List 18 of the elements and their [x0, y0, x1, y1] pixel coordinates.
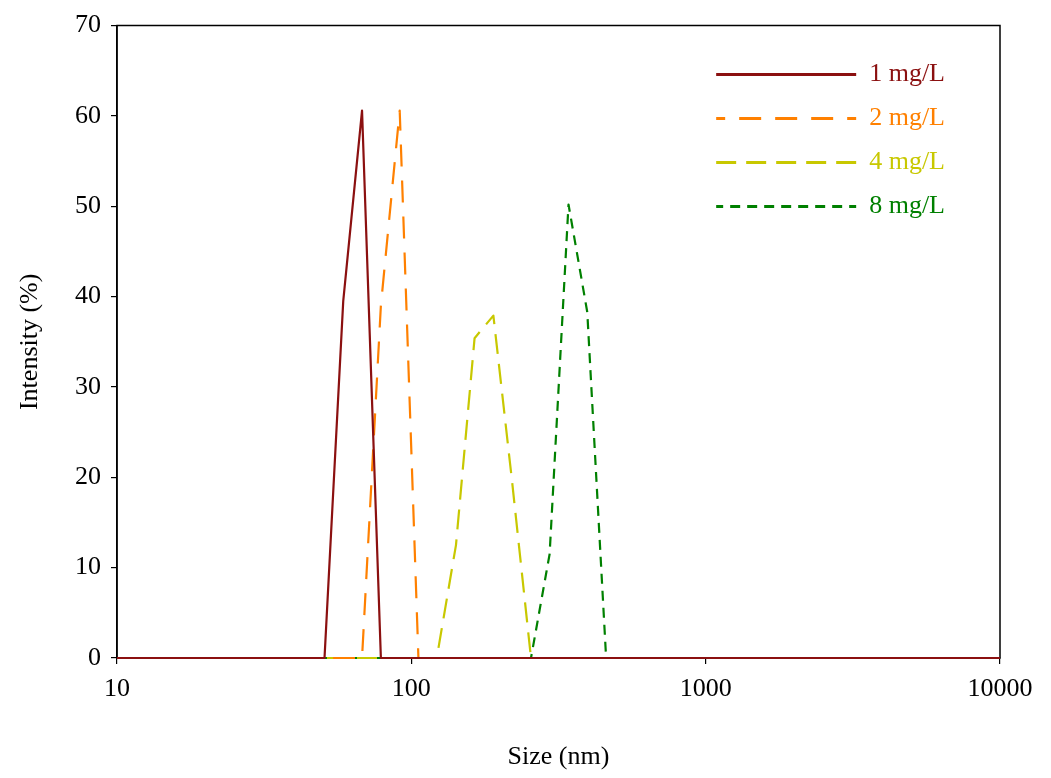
text: 1 mg/L [869, 58, 946, 88]
x-tick-label: 10 [104, 673, 130, 703]
text: 8 mg/L [869, 190, 946, 220]
x-tick-label: 10000 [967, 673, 1033, 703]
x-axis-title: Size (nm) [507, 740, 610, 770]
y-tick-label: 10 [75, 551, 101, 581]
x-tick-label: 1000 [679, 673, 732, 703]
text: 4 mg/L [869, 146, 946, 176]
y-tick-label: 0 [88, 641, 101, 671]
y-tick-label: 30 [75, 370, 101, 400]
y-tick-label: 20 [75, 461, 101, 491]
y-tick-label: 60 [75, 99, 101, 129]
y-axis-title: Intensity (%) [13, 273, 43, 411]
y-tick-label: 50 [75, 190, 101, 220]
x-tick-label: 100 [391, 673, 431, 703]
y-tick-label: 40 [75, 280, 101, 310]
y-tick-label: 70 [75, 9, 101, 39]
text: 2 mg/L [869, 102, 946, 132]
